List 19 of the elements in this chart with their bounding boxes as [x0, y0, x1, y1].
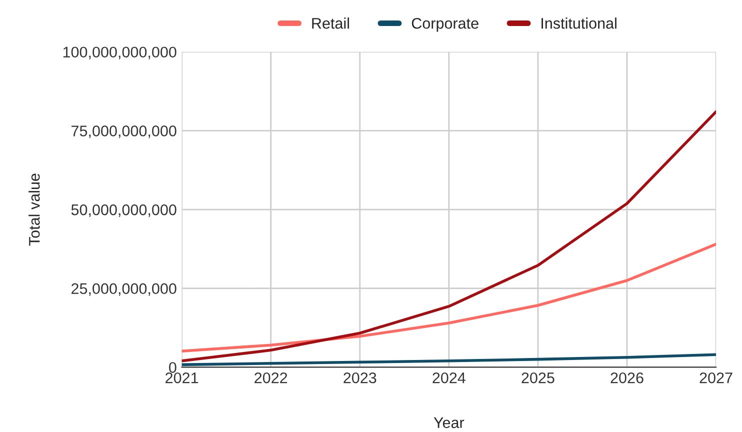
y-tick-label: 25,000,000,000 — [72, 283, 176, 296]
x-tick-label: 2024 — [432, 372, 466, 384]
legend-label: Retail — [312, 18, 349, 29]
y-tick-label: 0 — [169, 362, 176, 373]
y-axis-title: Total value — [28, 174, 40, 246]
x-axis-title: Year — [434, 417, 464, 428]
y-tick-label: 100,000,000,000 — [63, 46, 176, 60]
line-series — [182, 110, 716, 362]
x-tick-label: 2021 — [166, 372, 198, 384]
y-tick-label: 50,000,000,000 — [71, 204, 176, 218]
x-tick-label: 2025 — [522, 372, 554, 384]
legend-label: Institutional — [542, 18, 616, 29]
y-tick-label: 75,000,000,000 — [72, 126, 176, 138]
x-tick-label: 2027 — [700, 372, 732, 384]
line-series — [182, 242, 716, 353]
legend-label: Corporate — [412, 18, 478, 32]
x-tick-label: 2026 — [610, 372, 644, 384]
x-tick-label: 2023 — [344, 372, 376, 384]
x-tick-label: 2022 — [254, 372, 288, 384]
